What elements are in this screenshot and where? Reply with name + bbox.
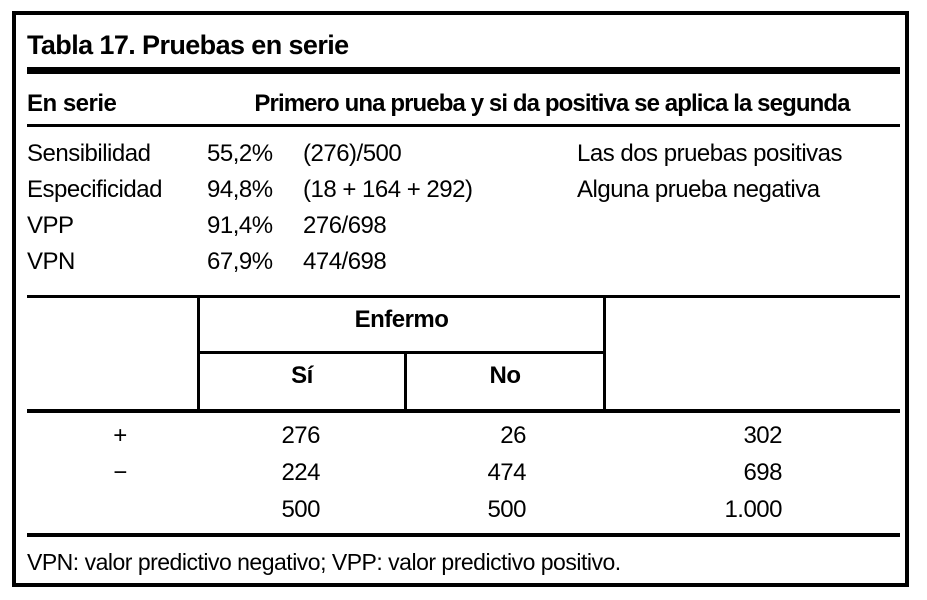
stat-formula: (18 + 164 + 292) [303, 176, 473, 203]
table-row-negative: − 224 474 698 [27, 459, 900, 489]
matrix-group-header: Enfermo [354, 306, 449, 333]
table-row-totals: 500 500 1.000 [27, 496, 900, 526]
matrix-right-vline [603, 295, 606, 413]
header-en-serie: En serie [27, 90, 117, 117]
stats-row-sensibilidad: Sensibilidad 55,2% (276)/500 Las dos pru… [27, 140, 900, 170]
stat-label: Especificidad [27, 176, 162, 203]
stat-label: VPN [27, 248, 75, 275]
table-row-positive: + 276 26 302 [27, 422, 900, 452]
outer-border [12, 11, 909, 587]
cell-total: 1.000 [724, 496, 782, 523]
stat-formula: (276)/500 [303, 140, 402, 167]
stat-value: 67,9% [207, 248, 273, 275]
si-no-divider [404, 351, 407, 413]
matrix-col-yes: Sí [291, 362, 313, 389]
stat-formula: 276/698 [303, 212, 387, 239]
stats-row-vpp: VPP 91,4% 276/698 [27, 212, 900, 242]
cell-yes: 276 [281, 422, 320, 449]
cell-no: 500 [487, 496, 526, 523]
matrix-header-rule [27, 409, 900, 413]
stat-formula: 474/698 [303, 248, 387, 275]
stat-label: VPP [27, 212, 74, 239]
row-sign: − [113, 459, 127, 486]
header-description: Primero una prueba y si da positiva se a… [254, 90, 850, 117]
cell-no: 26 [500, 422, 526, 449]
cell-no: 474 [487, 459, 526, 486]
stats-row-especificidad: Especificidad 94,8% (18 + 164 + 292) Alg… [27, 176, 900, 206]
stat-value: 94,8% [207, 176, 273, 203]
table-title: Tabla 17. Pruebas en serie [27, 30, 349, 60]
enfermo-underline [197, 351, 606, 354]
stat-label: Sensibilidad [27, 140, 151, 167]
stat-value: 91,4% [207, 212, 273, 239]
matrix-left-vline [197, 295, 200, 413]
matrix-col-no: No [489, 362, 522, 389]
footnote: VPN: valor predictivo negativo; VPP: val… [27, 549, 621, 575]
stat-note: Las dos pruebas positivas [577, 140, 843, 167]
cell-total: 698 [743, 459, 782, 486]
row-sign: + [113, 422, 127, 449]
footnote-rule [27, 533, 900, 537]
stat-value: 55,2% [207, 140, 273, 167]
header-rule [27, 124, 900, 127]
stat-note: Alguna prueba negativa [577, 176, 820, 203]
cell-yes: 500 [281, 496, 320, 523]
title-rule [27, 67, 900, 74]
stats-row-vpn: VPN 67,9% 474/698 [27, 248, 900, 278]
cell-total: 302 [743, 422, 782, 449]
matrix-top-rule [27, 295, 900, 298]
cell-yes: 224 [281, 459, 320, 486]
